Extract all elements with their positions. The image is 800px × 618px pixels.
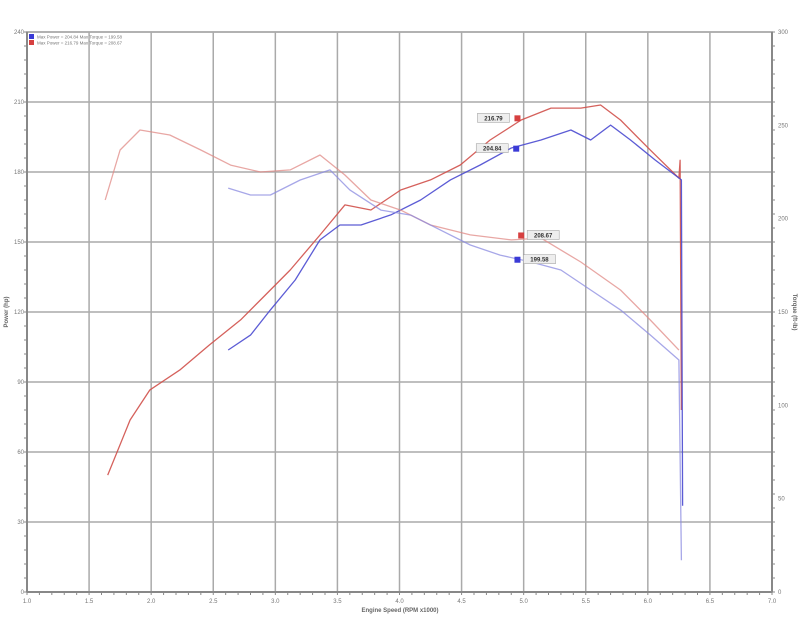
y2-axis-label: Torque (ft-lb)	[791, 294, 797, 331]
y-tick-label: 210	[14, 100, 25, 106]
legend-swatch	[29, 40, 34, 45]
data-label: 216.79	[484, 116, 503, 122]
data-label: 199.58	[530, 258, 549, 264]
x-tick-label: 3.5	[333, 599, 342, 605]
series-line-0	[107, 104, 683, 476]
grid	[26, 31, 773, 593]
x-tick-label: 7.0	[768, 599, 777, 605]
legend: Max Power = 204.84 Max Torque = 199.58Ma…	[29, 34, 122, 46]
legend-entry: Max Power = 204.84 Max Torque = 199.58	[37, 35, 122, 40]
series-line-1	[227, 124, 684, 506]
x-tick-label: 5.0	[519, 599, 528, 605]
x-tick-label: 1.0	[23, 599, 32, 605]
x-tick-label: 1.5	[85, 599, 94, 605]
x-tick-label: 6.5	[706, 599, 715, 605]
y-axis-label: Power (hp)	[4, 296, 10, 327]
y-tick-label: 120	[14, 310, 25, 316]
x-tick-label: 4.5	[457, 599, 466, 605]
data-marker	[514, 115, 521, 122]
y2-tick-label: 150	[778, 310, 789, 316]
data-label: 208.67	[534, 233, 553, 239]
axes: 1.0 1.5 2.0 2.5 3.0 3.5 4.0 4.5 5.0 5.5 6.0 6.5 7.00…	[14, 30, 789, 605]
legend-swatch	[29, 34, 34, 39]
x-tick-label: 2.5	[209, 599, 218, 605]
y-tick-label: 150	[14, 240, 25, 246]
series-line-2	[104, 129, 680, 351]
x-tick-label: 6.0	[644, 599, 653, 605]
x-axis-label: Engine Speed (RPM x1000)	[361, 608, 438, 614]
y-tick-label: 240	[14, 30, 25, 36]
y-tick-label: 180	[14, 170, 25, 176]
legend-entry: Max Power = 216.79 Max Torque = 208.67	[37, 41, 122, 46]
y2-tick-label: 0	[778, 590, 782, 596]
series-line-3	[228, 169, 683, 561]
x-tick-label: 2.0	[147, 599, 156, 605]
y2-tick-label: 50	[778, 497, 785, 503]
y2-tick-label: 300	[778, 30, 789, 36]
data-marker	[514, 256, 521, 263]
data-marker	[513, 145, 520, 152]
x-tick-label: 3.0	[271, 599, 280, 605]
annotations: 216.79 204.84 208.67 199.58	[475, 113, 560, 264]
y-tick-label: 60	[17, 450, 24, 456]
y2-tick-label: 250	[778, 123, 789, 129]
series-group	[104, 104, 684, 561]
data-label-box	[477, 113, 510, 123]
data-label-box	[475, 143, 509, 153]
data-label-box	[526, 230, 560, 240]
data-label-box	[523, 254, 556, 264]
y-tick-label: 0	[21, 590, 25, 596]
y-tick-label: 30	[17, 520, 24, 526]
data-label: 204.84	[483, 147, 502, 153]
x-tick-label: 4.0	[395, 599, 404, 605]
data-marker	[518, 232, 525, 239]
y-tick-label: 90	[17, 380, 24, 386]
y2-tick-label: 100	[778, 403, 789, 409]
y2-tick-label: 200	[778, 217, 789, 223]
x-tick-label: 5.5	[582, 599, 591, 605]
